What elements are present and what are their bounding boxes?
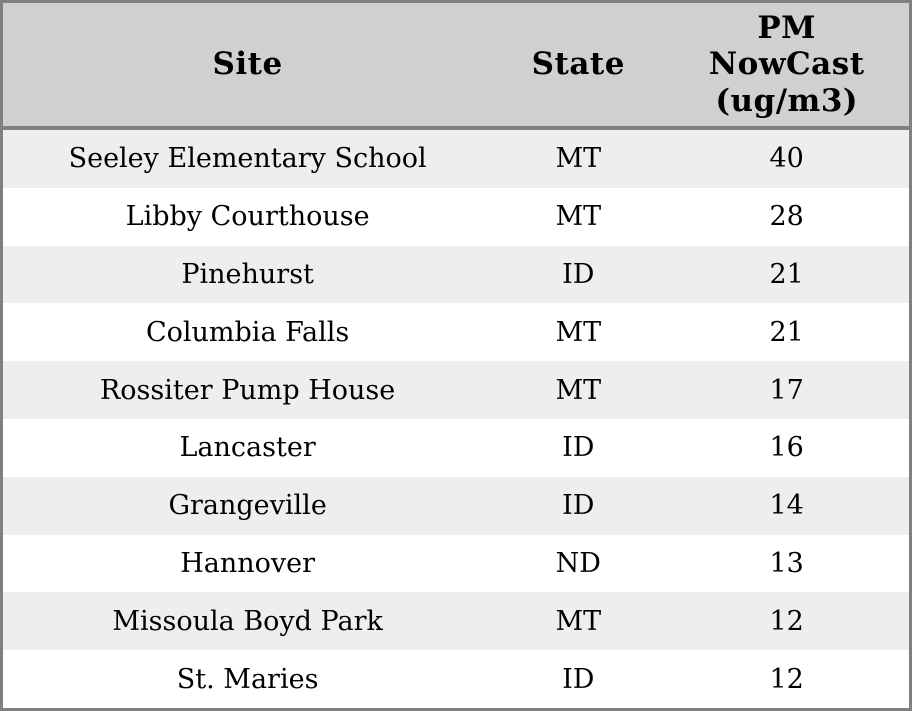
state-cell: ID: [562, 663, 595, 695]
site-cell: St. Maries: [176, 663, 319, 695]
pm-nowcast-cell: 21: [769, 316, 804, 348]
state-cell: ID: [562, 432, 595, 464]
table-row: Libby Courthouse MT 28: [3, 187, 909, 246]
table-row: St. Maries ID 12: [3, 650, 909, 708]
pm-nowcast-cell: 17: [769, 374, 804, 406]
site-cell: Missoula Boyd Park: [112, 605, 383, 637]
state-cell: MT: [555, 316, 602, 348]
header-pm-nowcast: PM NowCast (ug/m3): [664, 3, 909, 130]
site-cell: Libby Courthouse: [125, 201, 370, 233]
state-cell: ID: [562, 259, 595, 290]
state-cell: ND: [555, 547, 601, 579]
pm-nowcast-cell: 12: [769, 663, 804, 695]
site-cell: Pinehurst: [181, 259, 314, 290]
site-cell: Grangeville: [168, 490, 327, 522]
site-cell: Seeley Elementary School: [68, 143, 427, 175]
pm-nowcast-cell: 14: [769, 490, 804, 522]
header-site: Site: [3, 3, 493, 130]
data-table: Site State PM NowCast (ug/m3) Seeley Ele…: [3, 3, 909, 708]
header-row: Site State PM NowCast (ug/m3): [3, 3, 909, 130]
table-body: Seeley Elementary School MT 40 Libby Courth…: [3, 128, 909, 708]
table-row: Lancaster ID 16: [3, 419, 909, 477]
table-header: Site State PM NowCast (ug/m3): [3, 3, 909, 130]
pm-nowcast-cell: 12: [769, 605, 804, 637]
header-state: State: [492, 3, 665, 130]
site-cell: Columbia Falls: [145, 316, 350, 348]
pm-nowcast-cell: 40: [769, 143, 804, 175]
state-cell: MT: [555, 374, 602, 406]
pm-nowcast-cell: 21: [769, 259, 804, 290]
table-row: Columbia Falls MT 21: [3, 303, 909, 362]
table-row: Seeley Elementary School MT 40: [3, 128, 909, 188]
state-cell: MT: [555, 143, 602, 175]
site-cell: Rossiter Pump House: [99, 374, 396, 406]
site-cell: Hannover: [180, 547, 316, 579]
state-cell: MT: [555, 605, 602, 637]
state-cell: ID: [562, 490, 595, 522]
pm-nowcast-cell: 28: [769, 201, 804, 233]
table-row: Pinehurst ID 21: [3, 245, 909, 304]
table-row: Missoula Boyd Park MT 12: [3, 592, 909, 651]
table-row: Grangeville ID 14: [3, 476, 909, 535]
pm-nowcast-cell: 16: [769, 432, 804, 464]
table-row: Hannover ND 13: [3, 534, 909, 593]
state-cell: MT: [555, 201, 602, 233]
table-row: Rossiter Pump House MT 17: [3, 361, 909, 419]
site-cell: Lancaster: [179, 432, 316, 464]
pm-nowcast-cell: 13: [769, 547, 804, 579]
